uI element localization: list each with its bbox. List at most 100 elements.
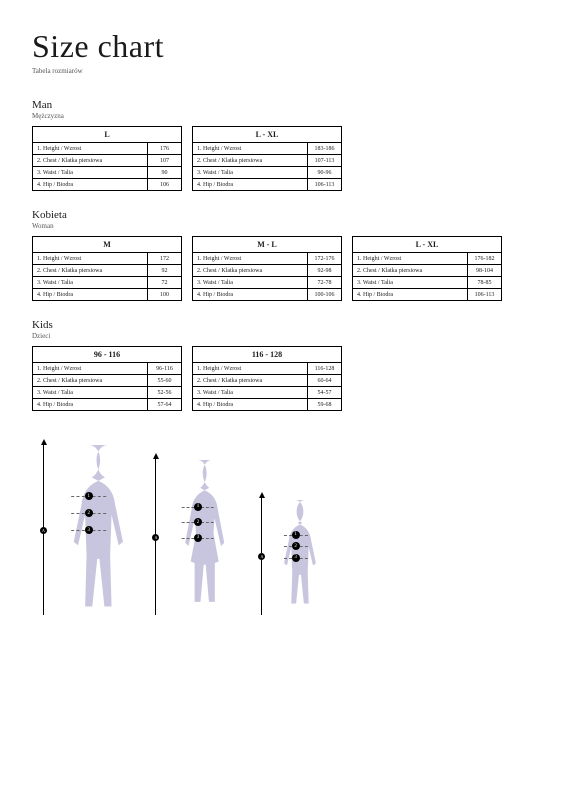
table-header: 96 - 116 [33, 347, 182, 363]
row-label: 2. Chest / Klatka piersiowa [33, 265, 148, 277]
row-label: 1. Height / Wzrost [33, 253, 148, 265]
size-table: 116 - 1281. Height / Wzrost116-1282. Che… [192, 346, 342, 411]
row-value: 106-113 [468, 289, 502, 301]
measure-dot: 1 [85, 492, 93, 500]
table-row: 2. Chest / Klatka piersiowa92-98 [193, 265, 342, 277]
row-label: 4. Hip / Biodra [33, 289, 148, 301]
table-row: 4. Hip / Biodra106-113 [353, 289, 502, 301]
row-label: 4. Hip / Biodra [33, 179, 148, 191]
table-row: 2. Chest / Klatka piersiowa92 [33, 265, 182, 277]
tables-row: 96 - 1161. Height / Wzrost96-1162. Chest… [32, 346, 533, 411]
measure-dot: 3 [194, 534, 202, 542]
row-label: 3. Waist / Talia [33, 277, 148, 289]
table-row: 1. Height / Wzrost172 [33, 253, 182, 265]
table-row: 4. Hip / Biodra100 [33, 289, 182, 301]
height-label-dot: A [258, 553, 265, 560]
table-row: 4. Hip / Biodra106-113 [193, 179, 342, 191]
row-label: 1. Height / Wzrost [193, 143, 308, 155]
row-label: 1. Height / Wzrost [353, 253, 468, 265]
row-label: 4. Hip / Biodra [193, 289, 308, 301]
size-table: L - XL1. Height / Wzrost176-1822. Chest … [352, 236, 502, 301]
height-arrow: A [40, 439, 47, 615]
row-value: 72-78 [308, 277, 342, 289]
row-label: 2. Chest / Klatka piersiowa [193, 155, 308, 167]
page-title: Size chart [32, 28, 533, 65]
row-value: 90 [148, 167, 182, 179]
row-value: 57-64 [148, 399, 182, 411]
row-value: 78-85 [468, 277, 502, 289]
table-row: 2. Chest / Klatka piersiowa60-64 [193, 375, 342, 387]
table-header: 116 - 128 [193, 347, 342, 363]
table-row: 4. Hip / Biodra59-68 [193, 399, 342, 411]
table-row: 3. Waist / Talia78-85 [353, 277, 502, 289]
row-label: 2. Chest / Klatka piersiowa [353, 265, 468, 277]
table-header: L [33, 127, 182, 143]
row-label: 4. Hip / Biodra [33, 399, 148, 411]
table-row: 1. Height / Wzrost116-128 [193, 363, 342, 375]
table-row: 3. Waist / Talia72-78 [193, 277, 342, 289]
row-label: 1. Height / Wzrost [193, 253, 308, 265]
table-header: L - XL [353, 237, 502, 253]
row-label: 2. Chest / Klatka piersiowa [33, 375, 148, 387]
section: ManMężczyznaL1. Height / Wzrost1762. Che… [32, 99, 533, 191]
table-header: L - XL [193, 127, 342, 143]
row-value: 92-98 [308, 265, 342, 277]
table-row: 3. Waist / Talia52-56 [33, 387, 182, 399]
row-value: 98-104 [468, 265, 502, 277]
row-value: 106 [148, 179, 182, 191]
height-arrow: A [152, 453, 159, 615]
row-label: 3. Waist / Talia [193, 387, 308, 399]
measure-dot: 2 [194, 518, 202, 526]
row-value: 90-96 [308, 167, 342, 179]
table-header: M - L [193, 237, 342, 253]
table-row: 2. Chest / Klatka piersiowa98-104 [353, 265, 502, 277]
table-row: 1. Height / Wzrost176-182 [353, 253, 502, 265]
table-row: 3. Waist / Talia54-57 [193, 387, 342, 399]
section-subheading: Mężczyzna [32, 112, 533, 120]
measure-dot: 3 [85, 526, 93, 534]
row-value: 92 [148, 265, 182, 277]
row-label: 4. Hip / Biodra [353, 289, 468, 301]
section-heading: Man [32, 99, 533, 111]
table-row: 2. Chest / Klatka piersiowa107-113 [193, 155, 342, 167]
figure-group: A123 [258, 492, 319, 615]
row-value: 107-113 [308, 155, 342, 167]
table-header: M [33, 237, 182, 253]
table-row: 2. Chest / Klatka piersiowa55-60 [33, 375, 182, 387]
row-label: 3. Waist / Talia [33, 387, 148, 399]
row-value: 176-182 [468, 253, 502, 265]
table-row: 1. Height / Wzrost176 [33, 143, 182, 155]
height-label-dot: A [152, 534, 159, 541]
figure-group: A 1 2 3 [40, 439, 124, 615]
row-label: 3. Waist / Talia [353, 277, 468, 289]
measure-dot: 2 [85, 509, 93, 517]
row-value: 172-176 [308, 253, 342, 265]
measure-dot: 1 [292, 531, 300, 539]
tables-row: M1. Height / Wzrost1722. Chest / Klatka … [32, 236, 533, 301]
row-value: 183-186 [308, 143, 342, 155]
measure-dot: 3 [292, 554, 300, 562]
row-value: 100 [148, 289, 182, 301]
silhouette: 123 [165, 460, 230, 615]
row-label: 4. Hip / Biodra [193, 399, 308, 411]
row-value: 72 [148, 277, 182, 289]
size-table: M - L1. Height / Wzrost172-1762. Chest /… [192, 236, 342, 301]
tables-row: L1. Height / Wzrost1762. Chest / Klatka … [32, 126, 533, 191]
page-subtitle: Tabela rozmiarów [32, 67, 533, 75]
size-table: L - XL1. Height / Wzrost183-1862. Chest … [192, 126, 342, 191]
section: KidsDzieci96 - 1161. Height / Wzrost96-1… [32, 319, 533, 411]
table-row: 3. Waist / Talia90-96 [193, 167, 342, 179]
section: KobietaWomanM1. Height / Wzrost1722. Che… [32, 209, 533, 301]
row-value: 55-60 [148, 375, 182, 387]
row-label: 3. Waist / Talia [33, 167, 148, 179]
row-label: 1. Height / Wzrost [33, 143, 148, 155]
figures-row: A123A123A123 [32, 439, 533, 615]
row-value: 172 [148, 253, 182, 265]
row-value: 96-116 [148, 363, 182, 375]
row-label: 2. Chest / Klatka piersiowa [33, 155, 148, 167]
table-row: 1. Height / Wzrost96-116 [33, 363, 182, 375]
row-label: 4. Hip / Biodra [193, 179, 308, 191]
sections-container: ManMężczyznaL1. Height / Wzrost1762. Che… [32, 99, 533, 411]
figure-group: A123 [152, 453, 230, 615]
row-value: 52-56 [148, 387, 182, 399]
